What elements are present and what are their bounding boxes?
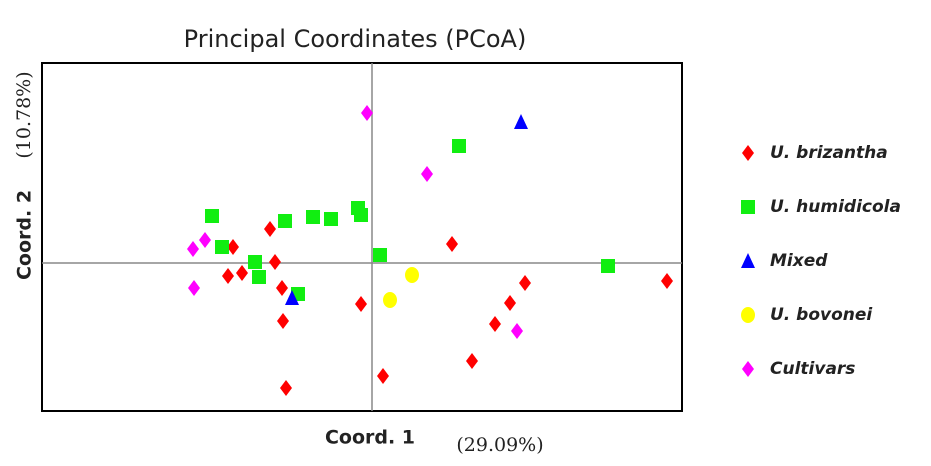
- data-point: [248, 255, 262, 269]
- legend-marker: [742, 361, 754, 377]
- data-point: [285, 290, 299, 305]
- y-axis-percent: (10.78%): [13, 71, 35, 158]
- data-point: [452, 139, 466, 153]
- data-point: [377, 368, 389, 384]
- legend-label: Mixed: [770, 251, 828, 271]
- legend-label: U. bovonei: [770, 305, 873, 325]
- data-point: [252, 270, 266, 284]
- data-point: [514, 114, 528, 129]
- data-point: [511, 323, 523, 339]
- x-axis-label: Coord. 1: [325, 427, 415, 449]
- data-point: [466, 353, 478, 369]
- legend-marker: [741, 307, 755, 323]
- data-point: [519, 275, 531, 291]
- legend-label: U. brizantha: [770, 143, 888, 163]
- data-point: [504, 295, 516, 311]
- legend-marker: [742, 145, 754, 161]
- data-point: [199, 232, 211, 248]
- data-point: [324, 212, 338, 226]
- chart-title: Principal Coordinates (PCoA): [184, 25, 527, 53]
- y-axis-label: Coord. 2: [14, 190, 36, 280]
- data-point: [276, 280, 288, 296]
- data-point: [280, 380, 292, 396]
- legend-marker: [741, 200, 755, 214]
- data-point: [264, 221, 276, 237]
- data-point: [187, 241, 199, 257]
- data-point: [383, 292, 397, 308]
- data-point: [205, 209, 219, 223]
- legend-label: Cultivars: [770, 359, 855, 379]
- legend-marker: [741, 253, 755, 268]
- data-point: [354, 208, 368, 222]
- data-point: [405, 267, 419, 283]
- data-point: [269, 254, 281, 270]
- data-point: [277, 313, 289, 329]
- data-point: [236, 265, 248, 281]
- data-point: [361, 105, 373, 121]
- legend-label: U. humidicola: [770, 197, 901, 217]
- data-point: [355, 296, 367, 312]
- data-point: [446, 236, 458, 252]
- data-point: [373, 248, 387, 262]
- data-point: [222, 268, 234, 284]
- data-point: [227, 239, 239, 255]
- x-axis-percent: (29.09%): [456, 434, 543, 456]
- data-point: [306, 210, 320, 224]
- data-point: [215, 240, 229, 254]
- data-point: [421, 166, 433, 182]
- data-point: [188, 280, 200, 296]
- data-point: [278, 214, 292, 228]
- data-point: [489, 316, 501, 332]
- data-point: [601, 259, 615, 273]
- data-point: [661, 273, 673, 289]
- plot-frame: [41, 62, 683, 412]
